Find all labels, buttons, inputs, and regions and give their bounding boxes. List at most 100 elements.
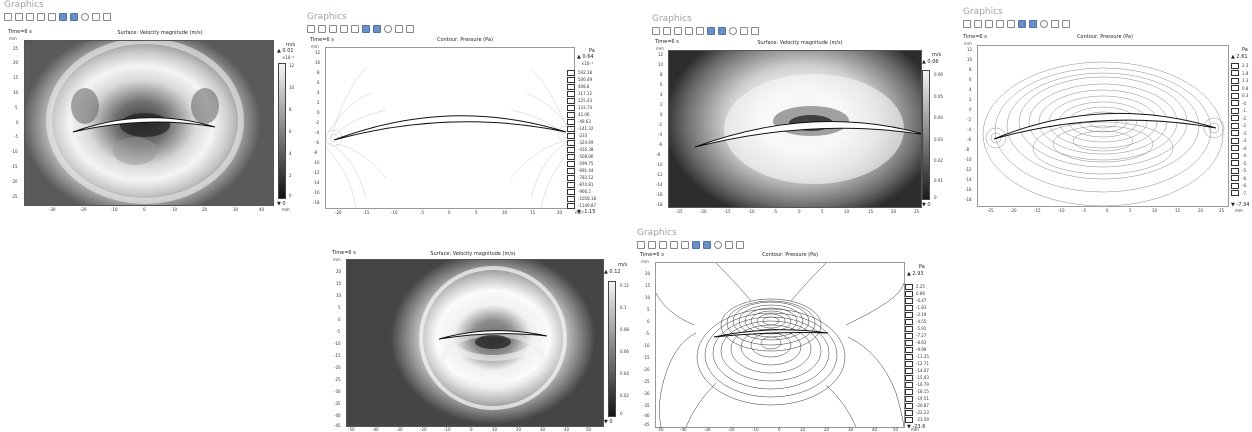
legend-max: ▲ 2.61: [1231, 54, 1248, 60]
zoom-in-icon[interactable]: [652, 27, 660, 35]
ytick: 12: [967, 47, 973, 52]
ytick: -5: [645, 331, 649, 336]
grid-icon[interactable]: [718, 27, 726, 35]
axis-icon[interactable]: [48, 13, 56, 21]
xtick: -25: [987, 208, 994, 213]
scene-light-icon[interactable]: [384, 25, 392, 33]
time-label: Time=6 s: [963, 34, 987, 40]
image-export-icon[interactable]: [406, 25, 414, 33]
ytick: -2: [315, 120, 319, 125]
xtick: -20: [700, 209, 707, 214]
ytick: -18: [656, 202, 663, 207]
contour-level-swatch: [905, 409, 913, 416]
ytick: 15: [336, 281, 342, 286]
contour-level-item: -0.47: [905, 297, 929, 304]
time-label: Time=6 s: [655, 39, 679, 45]
print-icon[interactable]: [740, 27, 748, 35]
grid-icon[interactable]: [70, 13, 78, 21]
zoom-extents-icon[interactable]: [340, 25, 348, 33]
image-export-icon[interactable]: [1062, 20, 1070, 28]
contour-level-label: -324.69: [578, 140, 594, 145]
print-icon[interactable]: [92, 13, 100, 21]
contour-level-swatch: [1231, 77, 1239, 84]
contour-level-swatch: [905, 388, 913, 395]
view-icon[interactable]: [362, 25, 370, 33]
ytick: -10: [334, 341, 341, 346]
contour-level-swatch: [1231, 62, 1239, 69]
view-icon[interactable]: [707, 27, 715, 35]
colorbar-tick: 0: [620, 411, 623, 416]
axis-icon[interactable]: [351, 25, 359, 33]
contour-level-label: -966.5: [578, 189, 591, 194]
contour-level-swatch: [567, 97, 575, 104]
graphics-toolbar: [652, 26, 759, 36]
contour-level-item: -7.27: [905, 332, 929, 339]
scene-light-icon[interactable]: [729, 27, 737, 35]
panel-velocity-3: Time=6 s mm Surface: Velocity magnitude …: [318, 243, 640, 432]
grid-icon[interactable]: [1029, 20, 1037, 28]
contour-level-label: -4.: [1242, 145, 1248, 151]
view-icon[interactable]: [59, 13, 67, 21]
grid-icon[interactable]: [373, 25, 381, 33]
colorbar-tick: 0.12: [620, 283, 629, 288]
zoom-box-icon[interactable]: [659, 241, 667, 249]
contour-level-item: -5.: [1231, 167, 1248, 175]
grid-icon[interactable]: [703, 241, 711, 249]
axis-icon[interactable]: [681, 241, 689, 249]
contour-level-item: 0.89: [905, 290, 929, 297]
window-title: Graphics: [4, 0, 44, 10]
xtick: 10: [844, 209, 850, 214]
contour-level-swatch: [905, 367, 913, 374]
scene-light-icon[interactable]: [714, 241, 722, 249]
view-icon[interactable]: [692, 241, 700, 249]
contour-level-swatch: [567, 139, 575, 146]
zoom-box-icon[interactable]: [674, 27, 682, 35]
zoom-out-icon[interactable]: [648, 241, 656, 249]
zoom-out-icon[interactable]: [663, 27, 671, 35]
legend-max: ▲ 2.93: [907, 271, 924, 277]
print-icon[interactable]: [725, 241, 733, 249]
zoom-box-icon[interactable]: [329, 25, 337, 33]
legend-min: ▼ 0: [922, 202, 931, 208]
zoom-extents-icon[interactable]: [37, 13, 45, 21]
ytick: -18: [313, 200, 320, 205]
image-export-icon[interactable]: [736, 241, 744, 249]
zoom-in-icon[interactable]: [963, 20, 971, 28]
contour-level-label: -16.79: [916, 382, 929, 387]
graphics-toolbar: [963, 19, 1070, 29]
contour-level-item: -2.: [1231, 122, 1248, 130]
ytick: 0: [317, 110, 320, 115]
x-unit-label: mm: [911, 427, 919, 432]
zoom-extents-icon[interactable]: [685, 27, 693, 35]
zoom-in-icon[interactable]: [307, 25, 315, 33]
ytick: 15: [13, 75, 19, 80]
zoom-out-icon[interactable]: [974, 20, 982, 28]
colorbar-tick: 6: [289, 129, 292, 134]
ytick: 2: [969, 97, 972, 102]
contour-level-swatch: [1231, 100, 1239, 107]
contour-level-swatch: [1231, 115, 1239, 122]
image-export-icon[interactable]: [103, 13, 111, 21]
scene-light-icon[interactable]: [81, 13, 89, 21]
print-icon[interactable]: [395, 25, 403, 33]
zoom-extents-icon[interactable]: [996, 20, 1004, 28]
ytick: -25: [334, 377, 341, 382]
scene-light-icon[interactable]: [1040, 20, 1048, 28]
axis-icon[interactable]: [696, 27, 704, 35]
zoom-in-icon[interactable]: [4, 13, 12, 21]
zoom-extents-icon[interactable]: [670, 241, 678, 249]
print-icon[interactable]: [1051, 20, 1059, 28]
xtick: 10: [1152, 208, 1158, 213]
view-icon[interactable]: [1018, 20, 1026, 28]
xtick: -20: [335, 210, 342, 215]
zoom-box-icon[interactable]: [985, 20, 993, 28]
axis-icon[interactable]: [1007, 20, 1015, 28]
zoom-out-icon[interactable]: [318, 25, 326, 33]
plot-heading: Contour: Pressure (Pa): [762, 252, 818, 258]
contour-lines-svg: [656, 263, 904, 427]
zoom-out-icon[interactable]: [15, 13, 23, 21]
zoom-in-icon[interactable]: [637, 241, 645, 249]
image-export-icon[interactable]: [751, 27, 759, 35]
ytick: 8: [317, 70, 320, 75]
zoom-box-icon[interactable]: [26, 13, 34, 21]
